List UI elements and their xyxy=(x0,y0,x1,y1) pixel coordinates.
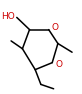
Text: O: O xyxy=(55,60,62,69)
Text: HO: HO xyxy=(1,12,15,21)
Text: O: O xyxy=(51,23,59,32)
